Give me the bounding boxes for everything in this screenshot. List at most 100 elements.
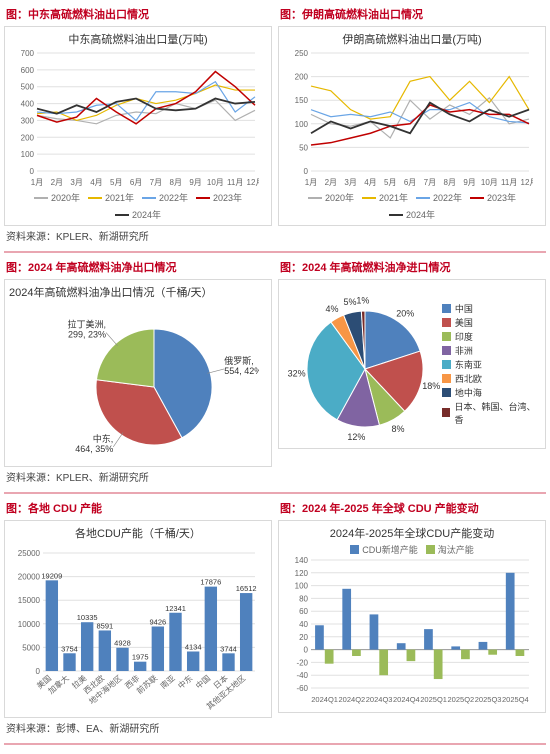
section-divider	[4, 492, 546, 494]
svg-text:4月: 4月	[90, 178, 102, 187]
bar-chart: 050001000015000200002500019209美国3754加拿大1…	[9, 543, 259, 713]
svg-text:-40: -40	[296, 671, 308, 680]
svg-text:50: 50	[299, 143, 308, 152]
svg-text:32%: 32%	[288, 368, 306, 378]
svg-text:10月: 10月	[481, 178, 498, 187]
svg-text:加拿大: 加拿大	[46, 673, 71, 696]
legend-item: 中国	[442, 302, 541, 315]
svg-text:8月: 8月	[170, 178, 182, 187]
svg-text:2月: 2月	[325, 178, 337, 187]
svg-text:南亚: 南亚	[158, 673, 177, 691]
legend-item: 2023年	[196, 191, 242, 204]
svg-text:0: 0	[36, 667, 41, 676]
panel-header: 图：伊朗高硫燃料油出口情况	[278, 4, 546, 26]
panel-header: 图：2024 年高硫燃料油净进口情况	[278, 257, 546, 279]
svg-text:2025Q4: 2025Q4	[502, 695, 529, 704]
svg-text:300: 300	[21, 116, 35, 125]
svg-text:0: 0	[304, 646, 309, 655]
svg-text:拉丁美洲,: 拉丁美洲,	[68, 319, 107, 330]
svg-text:1月: 1月	[305, 178, 317, 187]
svg-text:2025Q1: 2025Q1	[420, 695, 447, 704]
legend-item: 2021年	[362, 191, 408, 204]
svg-text:8591: 8591	[96, 621, 113, 630]
svg-text:15000: 15000	[18, 596, 41, 605]
svg-text:600: 600	[21, 66, 35, 75]
svg-text:4月: 4月	[364, 178, 376, 187]
svg-text:25000: 25000	[18, 549, 41, 558]
legend-item: 2020年	[308, 191, 354, 204]
legend-item: 2021年	[88, 191, 134, 204]
svg-text:3月: 3月	[70, 178, 82, 187]
legend-item: 日本、韩国、台湾、香	[442, 400, 541, 426]
panel-header: 图：2024 年高硫燃料油净出口情况	[4, 257, 272, 279]
svg-text:200: 200	[295, 73, 309, 82]
svg-text:1%: 1%	[356, 296, 369, 306]
chart-title: 伊朗高硫燃料油出口量(万吨)	[283, 31, 541, 47]
svg-text:11月: 11月	[501, 178, 517, 187]
svg-text:12%: 12%	[347, 432, 365, 442]
panel-cdu-capacity: 图：各地 CDU 产能 各地CDU产能（千桶/天） 0 5000 10000 1500…	[4, 498, 272, 718]
row-bar-charts: 图：各地 CDU 产能 各地CDU产能（千桶/天） 0 5000 10000 1500…	[4, 498, 546, 718]
svg-text:100: 100	[295, 120, 309, 129]
svg-text:250: 250	[295, 49, 309, 58]
legend-item: 2022年	[416, 191, 462, 204]
svg-text:5月: 5月	[384, 178, 396, 187]
legend-item: 美国	[442, 316, 541, 329]
panel-header: 图：中东高硫燃料油出口情况	[4, 4, 272, 26]
chart-title: 中东高硫燃料油出口量(万吨)	[9, 31, 267, 47]
svg-text:2025Q2: 2025Q2	[448, 695, 475, 704]
panel-pie-import: 图：2024 年高硫燃料油净进口情况 20%18%8%12%32%4%5%1% …	[278, 257, 546, 467]
panel-cdu-change: 图：2024 年-2025 年全球 CDU 产能变动 2024年-2025年全球…	[278, 498, 546, 718]
svg-text:5000: 5000	[22, 643, 40, 652]
line-chart: 0501001502002501月2月3月4月5月6月7月8月9月10月11月1…	[283, 49, 533, 189]
source-text: 资料来源：KPLER、新湖研究所	[4, 226, 546, 245]
svg-text:100: 100	[295, 582, 309, 591]
svg-text:中东: 中东	[176, 673, 195, 691]
section-divider	[4, 743, 546, 745]
chart-title: 各地CDU产能（千桶/天）	[9, 525, 267, 541]
chart-box-bar: 各地CDU产能（千桶/天） 05000100001500020000250001…	[4, 520, 272, 718]
panel-middle-east: 图：中东高硫燃料油出口情况 中东高硫燃料油出口量(万吨) 01002003004…	[4, 4, 272, 226]
chart-title: 2024年高硫燃料油净出口情况（千桶/天）	[9, 284, 267, 300]
svg-text:9月: 9月	[463, 178, 475, 187]
svg-text:6月: 6月	[130, 178, 142, 187]
svg-text:1月: 1月	[31, 178, 43, 187]
svg-text:80: 80	[299, 594, 308, 603]
pie-chart: 20%18%8%12%32%4%5%1%	[283, 284, 442, 444]
source-text: 资料来源：彭博、EA、新湖研究所	[4, 718, 546, 737]
svg-text:12月: 12月	[247, 178, 259, 187]
pie-chart: 俄罗斯,554, 42%中东,464, 35%拉丁美洲,299, 23%	[9, 302, 259, 462]
chart-legend: 2020年2021年2022年2023年2024年	[283, 191, 541, 221]
legend-item: 西北欧	[442, 372, 541, 385]
row-line-charts: 图：中东高硫燃料油出口情况 中东高硫燃料油出口量(万吨) 0 100 200 300 4…	[4, 4, 546, 226]
chart-title: 2024年-2025年全球CDU产能变动	[283, 525, 541, 541]
svg-text:8月: 8月	[444, 178, 456, 187]
legend-item: 2022年	[142, 191, 188, 204]
svg-text:7月: 7月	[150, 178, 162, 187]
svg-text:0: 0	[304, 167, 309, 176]
svg-text:20%: 20%	[396, 309, 414, 319]
svg-text:-20: -20	[296, 658, 308, 667]
legend-item: 2024年	[389, 208, 435, 221]
chart-box-pie-right: 20%18%8%12%32%4%5%1% 中国美国印度非洲东南亚西北欧地中海日本…	[278, 279, 546, 449]
chart-legend: 2020年2021年2022年2023年2024年	[9, 191, 267, 221]
svg-text:10000: 10000	[18, 620, 41, 629]
legend-item: CDU新增产能	[350, 543, 418, 556]
svg-text:5月: 5月	[110, 178, 122, 187]
panel-header: 图：各地 CDU 产能	[4, 498, 272, 520]
svg-text:464, 35%: 464, 35%	[75, 444, 113, 454]
chart-box-pie-left: 2024年高硫燃料油净出口情况（千桶/天） 俄罗斯,554, 42%中东,464…	[4, 279, 272, 467]
svg-text:5%: 5%	[344, 297, 357, 307]
svg-text:16512: 16512	[236, 584, 257, 593]
svg-text:2024Q2: 2024Q2	[339, 695, 366, 704]
chart-box-combo: 2024年-2025年全球CDU产能变动 CDU新增产能淘汰产能 -60-40-…	[278, 520, 546, 713]
svg-text:2025Q3: 2025Q3	[475, 695, 502, 704]
svg-text:10月: 10月	[207, 178, 224, 187]
legend-item: 东南亚	[442, 358, 541, 371]
svg-text:11月: 11月	[227, 178, 243, 187]
svg-text:700: 700	[21, 49, 35, 58]
svg-text:60: 60	[299, 607, 308, 616]
svg-text:6月: 6月	[404, 178, 416, 187]
svg-text:9月: 9月	[189, 178, 201, 187]
svg-text:120: 120	[295, 569, 309, 578]
